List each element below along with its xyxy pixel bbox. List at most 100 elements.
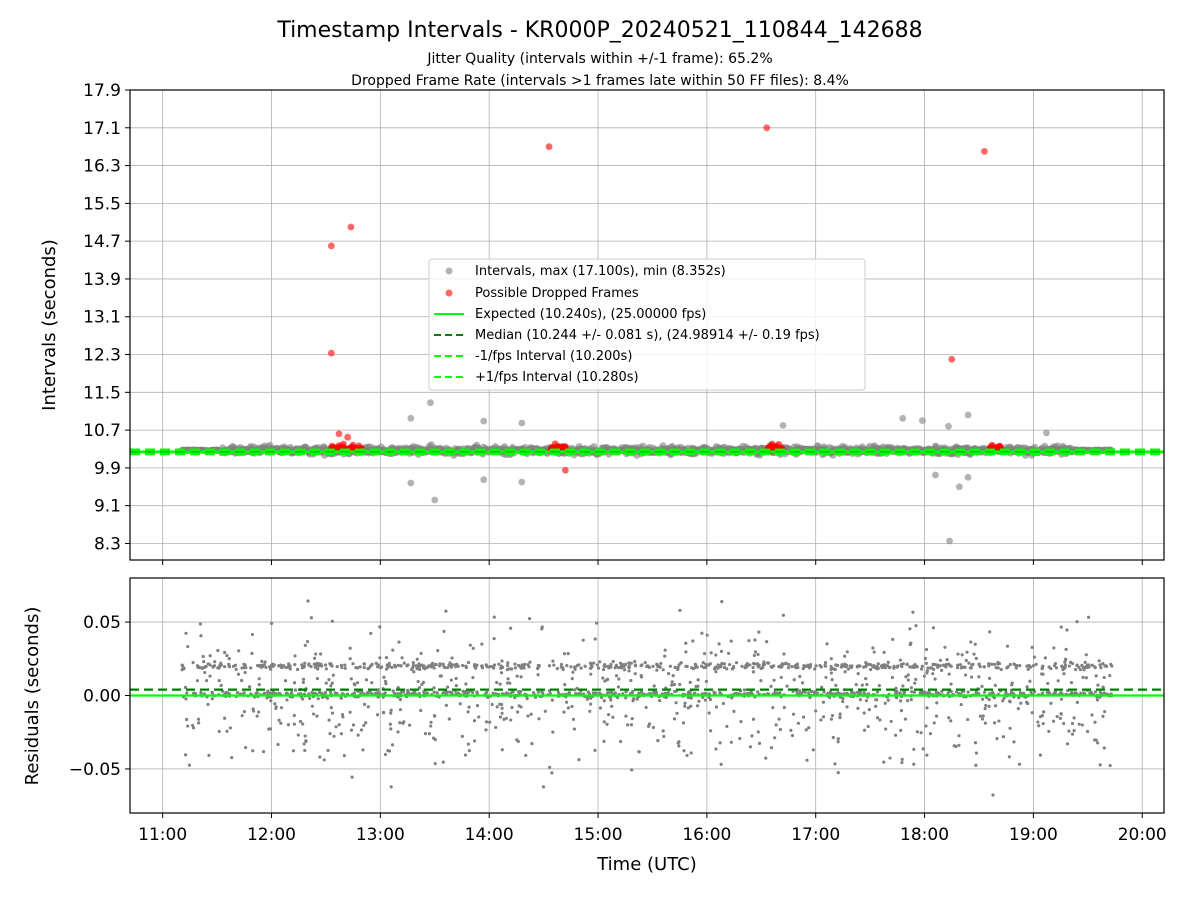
residual-point — [856, 706, 860, 710]
residual-point — [540, 627, 544, 631]
residual-point — [488, 720, 492, 724]
residual-point — [527, 617, 532, 621]
residual-point — [574, 691, 578, 696]
residual-point — [1033, 689, 1037, 694]
residual-point — [804, 728, 808, 732]
residual-point — [773, 736, 777, 740]
residual-point — [540, 690, 544, 694]
residual-point — [572, 727, 577, 731]
residual-point — [1010, 691, 1014, 696]
residual-point — [789, 728, 793, 732]
residual-point — [566, 652, 570, 656]
residual-point — [287, 664, 291, 668]
residual-point — [888, 756, 892, 760]
residual-point — [495, 705, 499, 709]
residual-point — [1108, 674, 1112, 678]
residual-point — [309, 665, 313, 669]
residual-point — [458, 702, 462, 706]
residual-point — [663, 654, 667, 658]
residual-point — [454, 684, 458, 688]
residual-point — [702, 665, 706, 670]
residual-point — [672, 717, 677, 721]
residual-point — [398, 708, 403, 712]
residual-point — [411, 661, 415, 665]
residual-point — [841, 696, 845, 701]
residual-point — [1051, 719, 1056, 723]
residual-point — [974, 763, 978, 767]
residual-point — [326, 748, 330, 753]
residual-point — [510, 690, 515, 694]
interval-outlier-point — [932, 471, 939, 479]
residual-point — [937, 664, 941, 668]
residual-point — [933, 677, 937, 681]
residual-point — [1104, 664, 1109, 668]
residual-point — [573, 665, 577, 669]
residual-point — [526, 714, 530, 718]
residual-point — [536, 673, 540, 677]
residual-point — [988, 676, 992, 680]
residual-point — [320, 695, 325, 700]
residual-point — [461, 663, 465, 668]
residual-point — [589, 696, 593, 700]
residual-point — [293, 688, 298, 692]
residual-point — [240, 678, 244, 683]
residual-point — [676, 667, 680, 672]
residual-point — [945, 658, 949, 662]
residual-point — [559, 662, 564, 667]
residual-point — [243, 670, 247, 675]
residual-point — [427, 732, 431, 736]
dropped-frame-point — [348, 444, 356, 452]
residual-point — [312, 662, 316, 666]
residual-point — [292, 681, 297, 685]
residual-point — [467, 749, 471, 753]
residual-point — [898, 658, 902, 662]
residual-point — [288, 667, 292, 671]
residual-point — [378, 625, 382, 629]
residual-point — [904, 675, 908, 679]
residual-point — [528, 660, 532, 664]
x-tick-label: 15:00 — [574, 825, 623, 845]
residual-point — [639, 690, 644, 694]
residual-point — [814, 709, 818, 713]
residual-point — [606, 664, 610, 668]
residual-point — [701, 695, 705, 700]
residual-point — [320, 691, 324, 696]
residual-point — [966, 717, 970, 722]
residual-point — [500, 711, 504, 715]
residual-point — [1002, 696, 1006, 700]
residual-point — [198, 622, 203, 626]
residual-point — [1086, 615, 1091, 619]
interval-outlier-point — [779, 421, 787, 429]
residual-point — [292, 722, 296, 726]
residual-point — [688, 680, 692, 684]
residual-point — [988, 630, 992, 634]
residual-point — [692, 691, 697, 695]
residual-point — [924, 661, 928, 665]
residual-point — [1038, 753, 1042, 757]
residual-point — [527, 665, 531, 669]
intervals-axes-frame — [129, 89, 1165, 561]
residual-point — [548, 765, 552, 769]
residual-point — [974, 656, 978, 661]
residual-point — [228, 726, 232, 730]
residual-point — [1041, 721, 1045, 726]
residual-point — [450, 656, 454, 660]
residual-point — [417, 686, 422, 690]
residuals-y-tick-label: 0.00 — [83, 687, 121, 707]
residual-point — [752, 653, 756, 657]
residual-point — [606, 677, 610, 681]
residual-point — [569, 665, 573, 669]
residual-point — [813, 667, 817, 671]
residual-point — [1083, 660, 1087, 664]
residual-point — [505, 668, 510, 672]
residual-point — [772, 678, 776, 682]
residual-point — [1025, 685, 1029, 689]
residual-point — [926, 690, 931, 694]
residual-point — [255, 714, 259, 718]
interval-outlier-point — [427, 399, 434, 407]
residual-point — [498, 715, 503, 719]
residual-point — [944, 665, 948, 669]
residual-point — [237, 649, 241, 653]
residual-point — [1102, 675, 1106, 680]
residual-point — [696, 684, 700, 688]
